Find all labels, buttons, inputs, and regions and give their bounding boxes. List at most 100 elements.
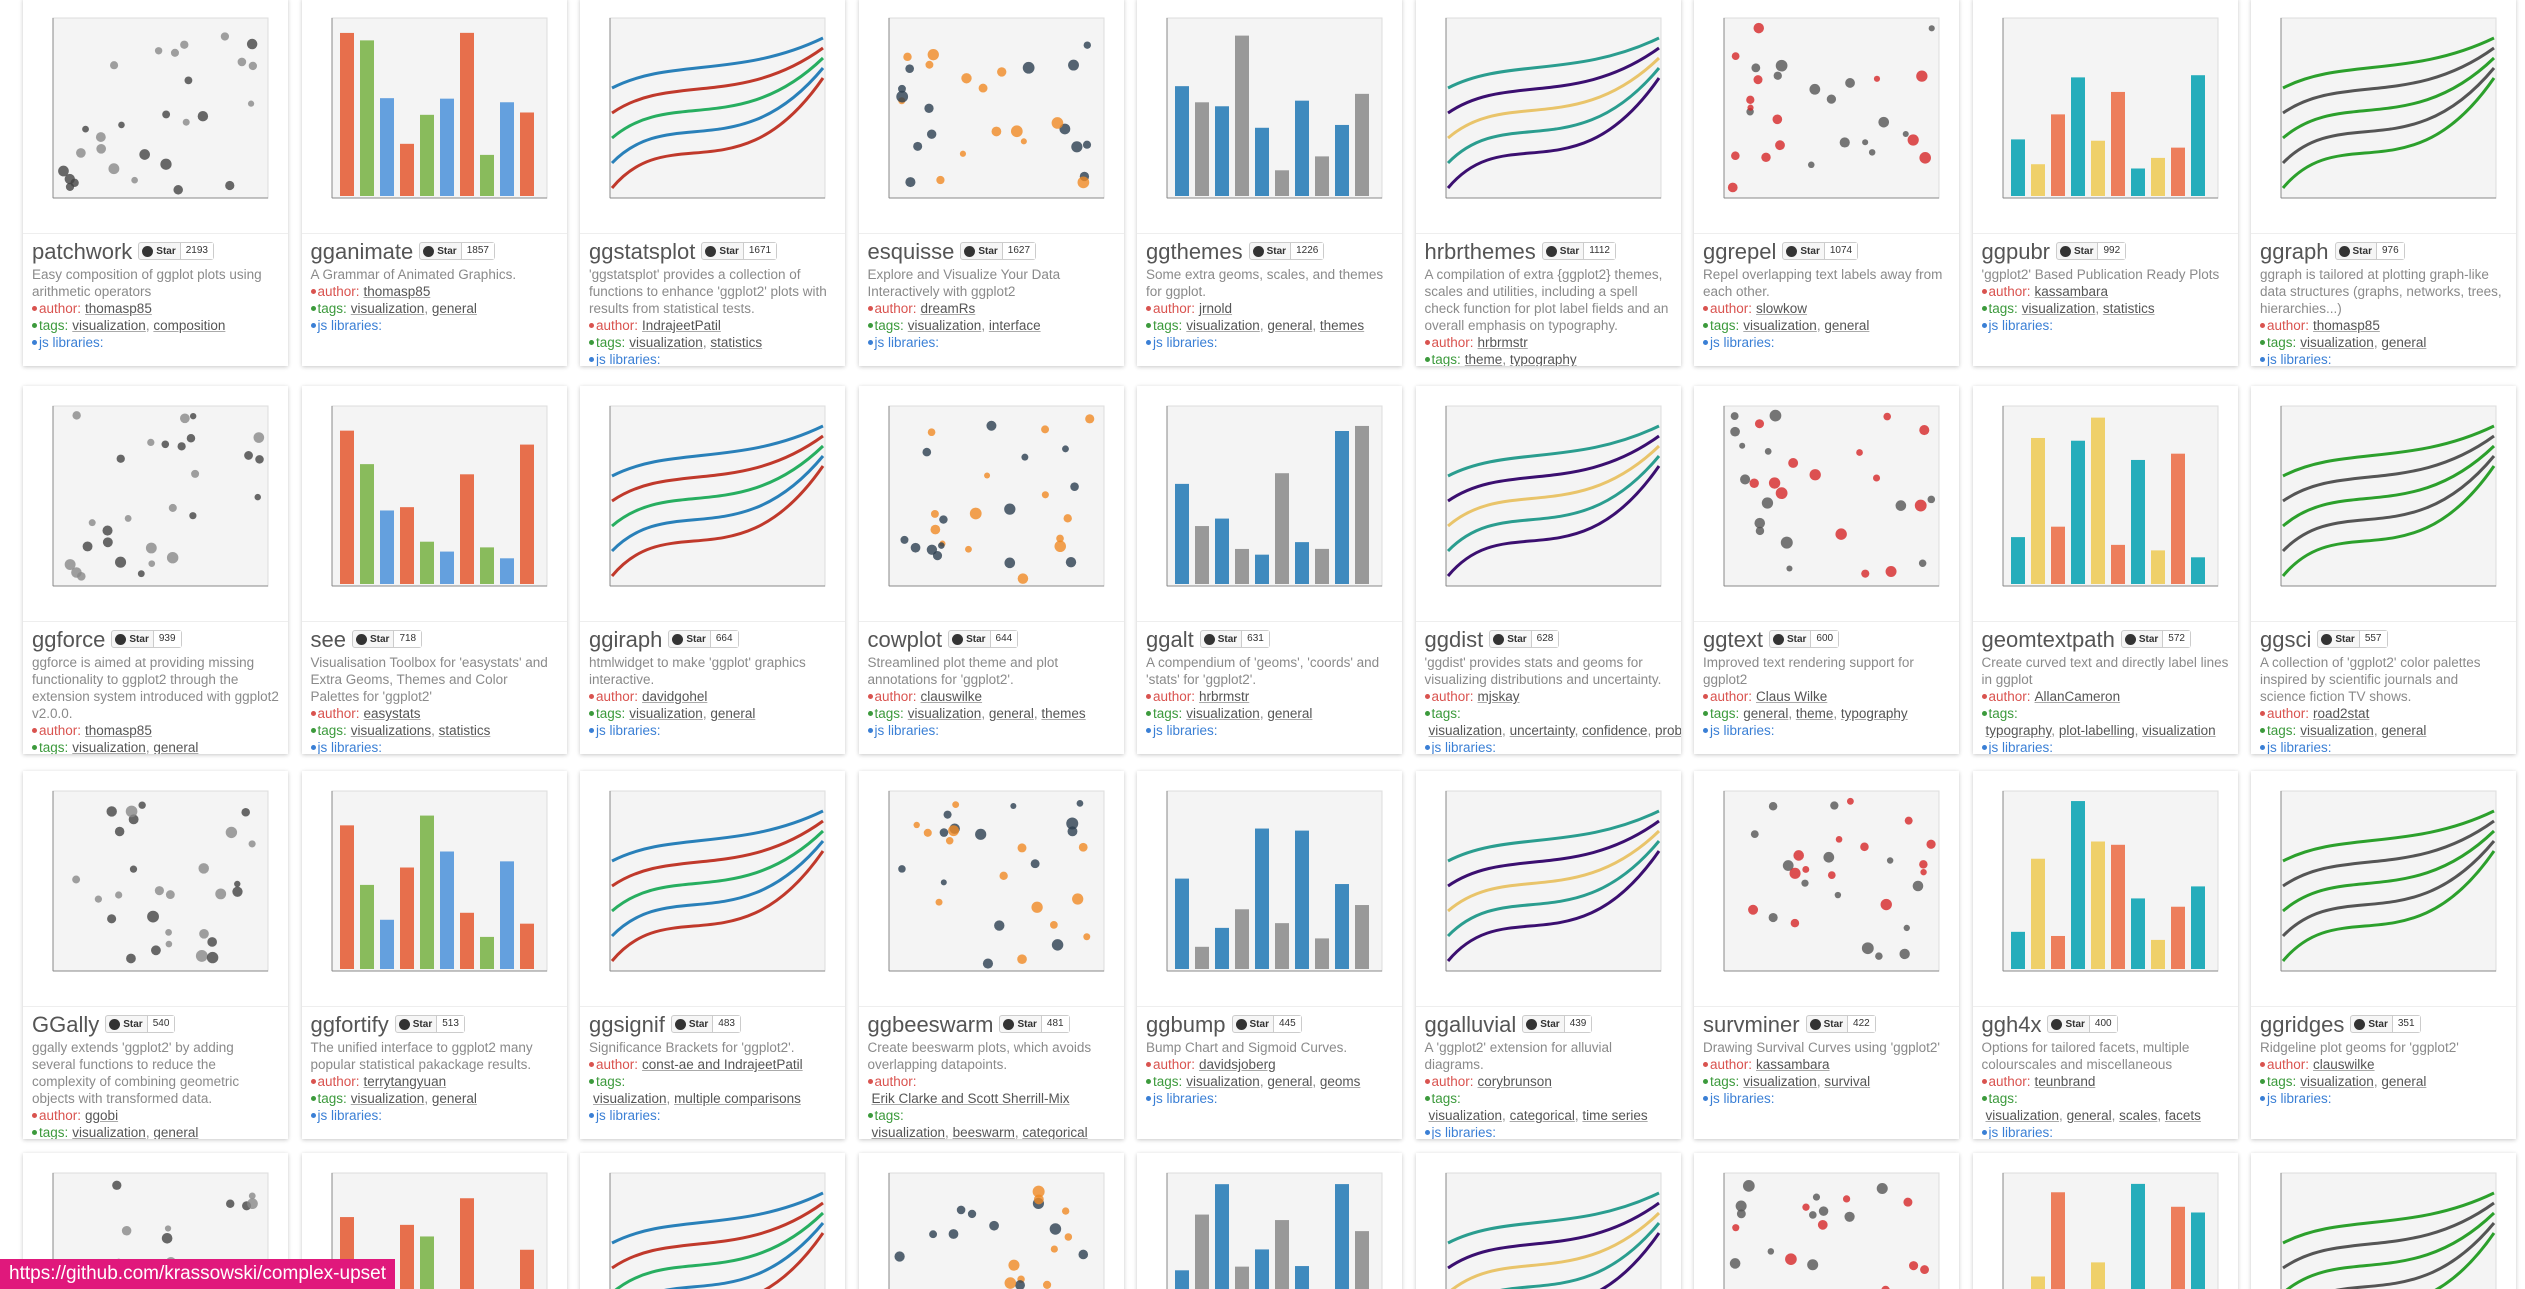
card[interactable]: [2251, 1153, 2516, 1289]
tag[interactable]: time series: [1582, 1108, 1648, 1123]
card[interactable]: [1415, 1153, 1681, 1289]
star-badge[interactable]: Star 992: [2056, 242, 2127, 260]
card[interactable]: ggbeeswarm Star 481 Create beeswarm plots, …: [858, 771, 1124, 1139]
author[interactable]: IndrajeetPatil: [642, 318, 721, 333]
tag[interactable]: general: [1267, 706, 1313, 721]
card[interactable]: ggraph Star 976 ggraph is tailored at plott…: [2251, 0, 2516, 366]
card[interactable]: ggsignif Star 483 Significance Brackets for…: [580, 771, 845, 1139]
author[interactable]: jrnold: [1199, 301, 1233, 316]
star-badge[interactable]: Star 664: [668, 630, 739, 648]
tag[interactable]: visualization: [593, 1091, 667, 1106]
star-badge[interactable]: Star 513: [394, 1015, 465, 1033]
card[interactable]: ggalluvial Star 439 A 'ggplot2' extension f…: [1415, 771, 1681, 1139]
card[interactable]: survminer Star 422 Drawing Survival Curves …: [1694, 771, 1959, 1139]
card[interactable]: cowplot Star 644 Streamlined plot theme and…: [858, 386, 1124, 754]
tag[interactable]: general: [1743, 706, 1789, 721]
card[interactable]: [1694, 1153, 1959, 1289]
tag[interactable]: general: [710, 706, 756, 721]
card[interactable]: ggridges Star 351 Ridgeline plot geoms for …: [2251, 771, 2516, 1139]
tag[interactable]: statistics: [710, 335, 763, 350]
card[interactable]: hrbrthemes Star 1112 A compilation of extra…: [1415, 0, 1681, 366]
card[interactable]: geomtextpath Star 572 Create curved text an…: [1972, 386, 2238, 754]
card[interactable]: esquisse Star 1627 Explore and Visualize Yo…: [858, 0, 1124, 366]
star-badge[interactable]: Star 631: [1199, 630, 1270, 648]
tag[interactable]: general: [153, 740, 199, 754]
author[interactable]: hrbrmstr: [1199, 689, 1250, 704]
tag[interactable]: visualization: [629, 706, 703, 721]
tag[interactable]: visualization: [1186, 1074, 1260, 1089]
card[interactable]: see Star 718 Visualisation Toolbox for 'eas…: [301, 386, 567, 754]
star-badge[interactable]: Star 483: [670, 1015, 741, 1033]
card[interactable]: ggfortify Star 513 The unified interface to…: [301, 771, 567, 1139]
tag[interactable]: geoms: [1319, 1074, 1361, 1089]
author[interactable]: thomasp85: [363, 284, 431, 299]
tag[interactable]: uncertainty: [1509, 723, 1575, 738]
star-badge[interactable]: Star 718: [351, 630, 423, 648]
author[interactable]: slowkow: [1756, 301, 1808, 316]
star-badge[interactable]: Star 2193: [138, 242, 214, 260]
star-badge[interactable]: Star 1074: [1782, 242, 1859, 260]
tag[interactable]: visualizations: [350, 723, 432, 738]
author[interactable]: terrytangyuan: [363, 1074, 447, 1089]
card[interactable]: ggrepel Star 1074 Repel overlapping text la…: [1694, 0, 1959, 366]
star-badge[interactable]: Star 540: [105, 1015, 176, 1033]
tag[interactable]: visualization: [1428, 1108, 1503, 1123]
author[interactable]: easystats: [363, 706, 421, 721]
tag[interactable]: general: [2066, 1108, 2112, 1123]
card[interactable]: ggforce Star 939 ggforce is aimed at provid…: [23, 386, 288, 754]
star-badge[interactable]: Star 644: [948, 630, 1019, 648]
card[interactable]: ggtext Star 600 Improved text rendering sup…: [1694, 386, 1959, 754]
tag[interactable]: visualization: [72, 318, 146, 333]
tag[interactable]: visualization: [72, 1125, 146, 1139]
star-badge[interactable]: Star 1627: [960, 242, 1037, 260]
tag[interactable]: visualization: [1743, 1074, 1817, 1089]
card[interactable]: ggthemes Star 1226 Some extra geoms, scales…: [1137, 0, 1402, 366]
author[interactable]: ggobi: [85, 1108, 119, 1123]
tag[interactable]: theme: [1464, 352, 1503, 366]
tag[interactable]: general: [1824, 318, 1870, 333]
tag[interactable]: visualization: [1428, 723, 1503, 738]
card[interactable]: ggdist Star 628 'ggdist' provides stats and…: [1415, 386, 1681, 754]
tag[interactable]: visualization: [2021, 301, 2096, 316]
star-badge[interactable]: Star 628: [1489, 630, 1560, 648]
tag[interactable]: visualization: [629, 335, 703, 350]
tag[interactable]: visualization: [1743, 318, 1817, 333]
author[interactable]: Claus Wilke: [1756, 689, 1828, 704]
tag[interactable]: visualization: [2300, 723, 2374, 738]
tag[interactable]: survival: [1824, 1074, 1871, 1089]
tag[interactable]: multiple comparisons: [674, 1091, 801, 1106]
star-badge[interactable]: Star 1112: [1541, 242, 1616, 260]
author[interactable]: hrbrmstr: [1477, 335, 1528, 350]
tag[interactable]: visualization: [871, 1125, 946, 1139]
star-badge[interactable]: Star 976: [2334, 242, 2405, 260]
star-badge[interactable]: Star 400: [2047, 1015, 2118, 1033]
tag[interactable]: typography: [1509, 352, 1577, 366]
tag[interactable]: typography: [1985, 723, 2052, 738]
tag[interactable]: general: [431, 1091, 477, 1106]
card[interactable]: ggbump Star 445 Bump Chart and Sigmoid Curv…: [1137, 771, 1402, 1139]
card[interactable]: ggsci Star 557 A collection of 'ggplot2' co…: [2251, 386, 2516, 754]
author[interactable]: const-ae and IndrajeetPatil: [642, 1057, 803, 1072]
tag[interactable]: themes: [1319, 318, 1365, 333]
tag[interactable]: typography: [1840, 706, 1908, 721]
tag[interactable]: themes: [1041, 706, 1086, 721]
card[interactable]: [1972, 1153, 2238, 1289]
author[interactable]: thomasp85: [2313, 318, 2380, 333]
author[interactable]: dreamRs: [920, 301, 976, 316]
author[interactable]: mjskay: [1477, 689, 1520, 704]
card[interactable]: ggpubr Star 992 'ggplot2' Based Publication…: [1972, 0, 2238, 366]
star-badge[interactable]: Star 422: [1805, 1015, 1876, 1033]
tag[interactable]: visualization: [1186, 706, 1260, 721]
tag[interactable]: composition: [153, 318, 226, 333]
star-badge[interactable]: Star 1671: [701, 242, 778, 260]
author[interactable]: kassambara: [1756, 1057, 1830, 1072]
tag[interactable]: facets: [2164, 1108, 2201, 1123]
star-badge[interactable]: Star 1226: [1248, 242, 1325, 260]
tag[interactable]: general: [1267, 1074, 1313, 1089]
tag[interactable]: theme: [1795, 706, 1834, 721]
card[interactable]: ggiraph Star 664 htmlwidget to make 'ggplot…: [580, 386, 845, 754]
tag[interactable]: visualization: [350, 1091, 425, 1106]
author[interactable]: clauswilke: [2313, 1057, 2375, 1072]
card[interactable]: ggalt Star 631 A compendium of 'geoms', 'co…: [1137, 386, 1402, 754]
card[interactable]: [580, 1153, 845, 1289]
